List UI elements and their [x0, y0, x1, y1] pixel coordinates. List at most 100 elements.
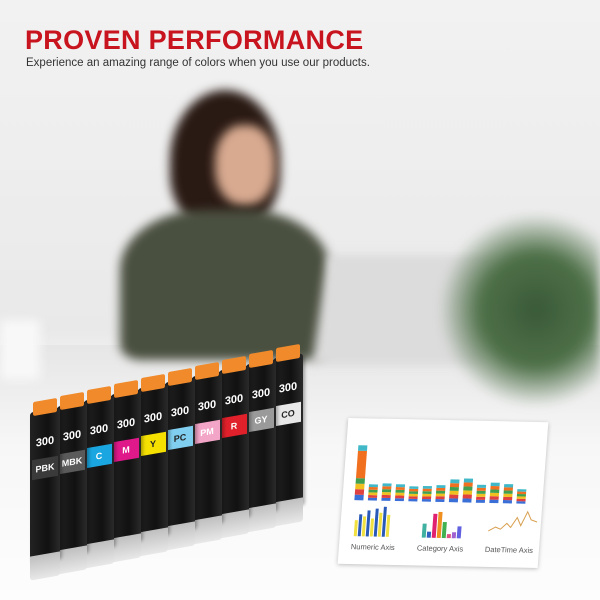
stacked-bar-segment [502, 500, 513, 504]
stacked-bar-segment [462, 498, 472, 503]
category-axis-bar [456, 526, 462, 539]
stacked-bar-segment [394, 498, 405, 502]
stacked-bar-segment [381, 494, 391, 499]
stacked-bar-segment [476, 484, 487, 488]
stacked-bar-segment [368, 495, 378, 498]
stacked-bar-segment [463, 478, 474, 483]
caption-numeric-axis: Numeric Axis [350, 542, 396, 552]
cartridge-cap [60, 391, 84, 411]
stacked-bar-segment [476, 496, 486, 500]
caption-category-axis: Category Axis [416, 543, 464, 554]
stacked-bar-segment [422, 491, 432, 494]
cartridge-model: 300 [89, 422, 109, 438]
chart-printout: Numeric Axis Category Axis DateTime Axis [337, 418, 549, 568]
cartridge-co: 300 CO [273, 343, 303, 527]
stacked-bar-segment [381, 497, 391, 501]
numeric-axis-bar [381, 506, 387, 537]
caption-datetime-axis: DateTime Axis [484, 544, 534, 555]
stacked-bar-segment [436, 487, 446, 491]
cartridge-r: 300 R [219, 355, 249, 539]
cartridge-color-label: GY [248, 407, 274, 433]
stacked-bar-segment [355, 478, 365, 484]
stacked-bar-segment [449, 490, 459, 495]
category-axis-bar [441, 522, 447, 539]
cartridge-model: 300 [251, 386, 271, 402]
stacked-bar-segment [422, 488, 432, 492]
stacked-bar-segment [503, 487, 513, 491]
stacked-bar-segment [462, 494, 472, 499]
stacked-bar-segment [422, 493, 432, 497]
numeric-axis-bar [365, 510, 371, 537]
stacked-bar-segment [436, 485, 446, 489]
stacked-bar-segment [368, 484, 379, 488]
cartridge-cap [87, 385, 111, 405]
numeric-axis-bar [385, 514, 391, 537]
cartridge-model: 300 [143, 410, 163, 426]
stacked-bar-segment [517, 491, 527, 495]
cartridge-model: 300 [35, 434, 55, 450]
stacked-bar-segment [448, 498, 459, 503]
cartridge-pbk: 300 PBK [30, 397, 60, 581]
cartridge-cap [33, 397, 57, 417]
cartridge-cap [249, 349, 273, 369]
stacked-bar-segment [476, 487, 486, 491]
stacked-bar-segment [395, 487, 405, 490]
cartridge-color-label: MBK [59, 449, 85, 475]
stacked-bar-segment [408, 493, 418, 497]
cartridge-m: 300 M [111, 379, 141, 563]
stacked-bar-segment [489, 492, 500, 497]
stacked-bar-segment [395, 489, 405, 493]
cup [0, 320, 40, 380]
stacked-bar-segment [489, 499, 499, 504]
woman-face [215, 125, 275, 205]
stacked-bar-segment [395, 495, 405, 499]
woman-body [120, 210, 330, 360]
stacked-bar-segment [409, 486, 419, 489]
stacked-bar-segment [517, 489, 527, 492]
plant [440, 210, 600, 410]
stacked-bar-segment [422, 485, 432, 489]
stacked-bar-segment [516, 501, 526, 504]
cartridge-cap [276, 343, 300, 363]
stacked-bar-segment [422, 496, 432, 500]
cartridge-cap [195, 361, 219, 381]
category-axis-bar [426, 531, 432, 538]
cartridge-y: 300 Y [138, 373, 168, 557]
stacked-bar-segment [395, 484, 406, 488]
page-title: PROVEN PERFORMANCE [25, 25, 364, 55]
stacked-bar-segment [462, 490, 473, 495]
stacked-bar-segment [368, 492, 378, 496]
stacked-bar-segment [476, 490, 486, 494]
stacked-bar-segment [476, 493, 486, 497]
cartridge-color-label: PBK [32, 455, 58, 481]
stacked-bar-segment [409, 488, 419, 492]
stacked-bar-segment [463, 486, 473, 491]
stacked-bar-segment [367, 497, 378, 501]
numeric-axis-bar [377, 512, 383, 537]
cartridge-gy: 300 GY [246, 349, 276, 533]
stacked-bar-segment [382, 483, 392, 487]
datetime-line [488, 510, 538, 532]
stacked-bar-segment [490, 482, 500, 487]
stacked-bar-segment [475, 499, 486, 503]
cartridge-cap [114, 379, 138, 399]
stacked-bar-segment [421, 498, 432, 502]
category-axis-bar [451, 532, 457, 539]
cartridge-color-label: C [86, 443, 112, 469]
stacked-bar-segment [503, 493, 513, 498]
numeric-axis-bar [353, 520, 358, 537]
stacked-bar-segment [516, 496, 526, 499]
cartridge-cap [168, 367, 192, 387]
stacked-bar-segment [395, 492, 405, 496]
stacked-bar-segment [381, 492, 391, 496]
stacked-bar-segment [490, 489, 500, 493]
stacked-bar-segment [357, 445, 368, 451]
stacked-bar-segment [435, 496, 445, 500]
stacked-bar-segment [463, 482, 473, 487]
category-axis-bar [431, 513, 438, 538]
stacked-bar-segment [382, 486, 392, 490]
category-axis-bar [436, 511, 443, 538]
category-axis-bar [421, 523, 427, 538]
cartridge-model: 300 [62, 428, 82, 444]
stacked-bar-segment [435, 499, 445, 503]
